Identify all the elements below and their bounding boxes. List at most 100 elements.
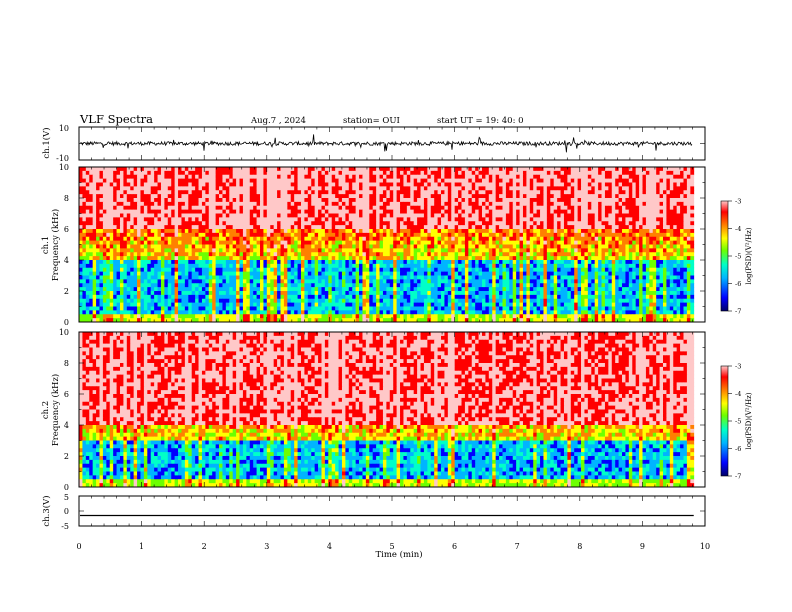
- spectrogram-cell: [587, 225, 592, 230]
- spectrogram-cell: [536, 194, 541, 199]
- spectrogram-cell: [546, 252, 551, 257]
- spectrogram-cell: [444, 229, 449, 234]
- spectrogram-cell: [171, 244, 176, 249]
- spectrogram-cell: [663, 190, 667, 195]
- spectrogram-cell: [304, 190, 309, 195]
- spectrogram-cell: [430, 190, 435, 195]
- spectrogram-cell: [574, 190, 579, 195]
- spectrogram-cell: [365, 225, 370, 230]
- spectrogram-cell: [92, 248, 97, 253]
- spectrogram-cell: [567, 205, 572, 211]
- spectrogram-cell: [676, 244, 681, 249]
- spectrogram-cell: [611, 256, 616, 261]
- spectrogram-cell: [102, 170, 107, 176]
- spectrogram-cell: [126, 178, 131, 183]
- spectrogram-cell: [181, 217, 186, 222]
- spectrogram-cell: [174, 260, 179, 265]
- spectrogram-cell: [601, 205, 606, 211]
- spectrogram-cell: [413, 232, 418, 238]
- spectrogram-cell: [154, 263, 158, 269]
- spectrogram-cell: [249, 256, 254, 261]
- spectrogram-cell: [553, 201, 558, 207]
- spectrogram-cell: [598, 263, 602, 269]
- spectrogram-cell: [304, 240, 309, 245]
- spectrogram-cell: [219, 232, 223, 238]
- spectrogram-cell: [126, 174, 131, 180]
- spectrogram-cell: [164, 244, 169, 249]
- spectrogram-cell: [485, 178, 490, 183]
- spectrogram-cell: [512, 244, 517, 249]
- spectrogram-cell: [263, 174, 268, 180]
- spectrogram-cell: [615, 186, 619, 191]
- spectrogram-cell: [451, 182, 456, 187]
- spectrogram-cell: [365, 167, 370, 172]
- spectrogram-cell: [307, 252, 312, 257]
- spectrogram-cell: [594, 248, 599, 253]
- spectrogram-cell: [277, 267, 281, 273]
- spectrogram-cell: [543, 174, 548, 180]
- spectrogram-cell: [92, 260, 97, 265]
- spectrogram-cell: [475, 256, 479, 261]
- spectrogram-cell: [505, 260, 510, 265]
- spectrogram-cell: [639, 229, 643, 234]
- spectrogram-cell: [150, 209, 155, 214]
- spectrogram-cell: [458, 229, 462, 234]
- spectrogram-cell: [676, 209, 681, 214]
- spectrogram-cell: [386, 213, 391, 218]
- spectrogram-cell: [526, 232, 531, 238]
- spectrogram-cell: [150, 213, 155, 218]
- spectrogram-cell: [372, 221, 377, 226]
- spectrogram-cell: [324, 260, 329, 265]
- spectrogram-cell: [444, 252, 449, 257]
- spectrogram-cell: [283, 221, 288, 226]
- spectrogram-cell: [365, 198, 370, 203]
- spectrogram-cell: [249, 201, 254, 207]
- spectrogram-cell: [331, 201, 336, 207]
- spectrogram-cell: [649, 260, 654, 265]
- spectrogram-cell: [229, 248, 234, 253]
- spectrogram-cell: [591, 205, 596, 211]
- spectrogram-cell: [123, 170, 128, 176]
- spectrogram-cell: [540, 201, 544, 207]
- spectrogram-cell: [577, 244, 582, 249]
- spectrogram-cell: [147, 213, 152, 218]
- spectrogram-cell: [519, 213, 524, 218]
- spectrogram-cell: [526, 178, 531, 183]
- spectrogram-cell: [434, 229, 438, 234]
- spectrogram-cell: [133, 186, 138, 191]
- spectrogram-cell: [386, 170, 391, 176]
- spectrogram-cell: [485, 186, 490, 191]
- spectrogram-cell: [581, 267, 585, 273]
- spectrogram-cell: [382, 248, 387, 253]
- spectrogram-cell: [212, 260, 217, 265]
- spectrogram-cell: [150, 248, 155, 253]
- spectrogram-cell: [283, 170, 288, 176]
- spectrogram-cell: [266, 256, 271, 261]
- spectrogram-cell: [427, 252, 432, 257]
- spectrogram-cell: [188, 244, 193, 249]
- spectrogram-cell: [260, 248, 264, 253]
- spectrogram-cell: [622, 194, 626, 199]
- spectrogram-cell: [92, 263, 97, 269]
- spectrogram-cell: [386, 240, 391, 245]
- spectrogram-cell: [99, 232, 104, 238]
- spectrogram-cell: [222, 263, 227, 269]
- spectrogram-cell: [321, 225, 326, 230]
- spectrogram-cell: [512, 229, 517, 234]
- spectrogram-cell: [208, 260, 213, 265]
- spectrogram-cell: [106, 190, 111, 195]
- spectrogram-cell: [253, 260, 257, 265]
- spectrogram-cell: [205, 263, 210, 269]
- spectrogram-cell: [113, 190, 117, 195]
- spectrogram-cell: [365, 232, 370, 238]
- spectrogram-cell: [304, 260, 309, 265]
- spectrogram-cell: [99, 260, 104, 265]
- spectrogram-cell: [495, 213, 500, 218]
- spectrogram-cell: [441, 182, 445, 187]
- spectrogram-cell: [137, 198, 141, 203]
- spectrogram-cell: [208, 170, 213, 176]
- spectrogram-cell: [338, 252, 343, 257]
- spectrogram-cell: [601, 260, 606, 265]
- spectrogram-cell: [611, 194, 616, 199]
- spectrogram-cell: [379, 267, 384, 273]
